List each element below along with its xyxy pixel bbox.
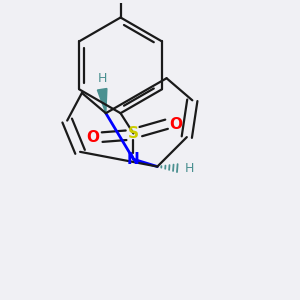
Text: H: H xyxy=(185,162,194,175)
Text: O: O xyxy=(169,117,182,132)
Text: H: H xyxy=(98,73,107,85)
Text: S: S xyxy=(128,126,139,141)
Polygon shape xyxy=(98,88,107,113)
Text: N: N xyxy=(127,152,140,167)
Text: O: O xyxy=(86,130,100,145)
